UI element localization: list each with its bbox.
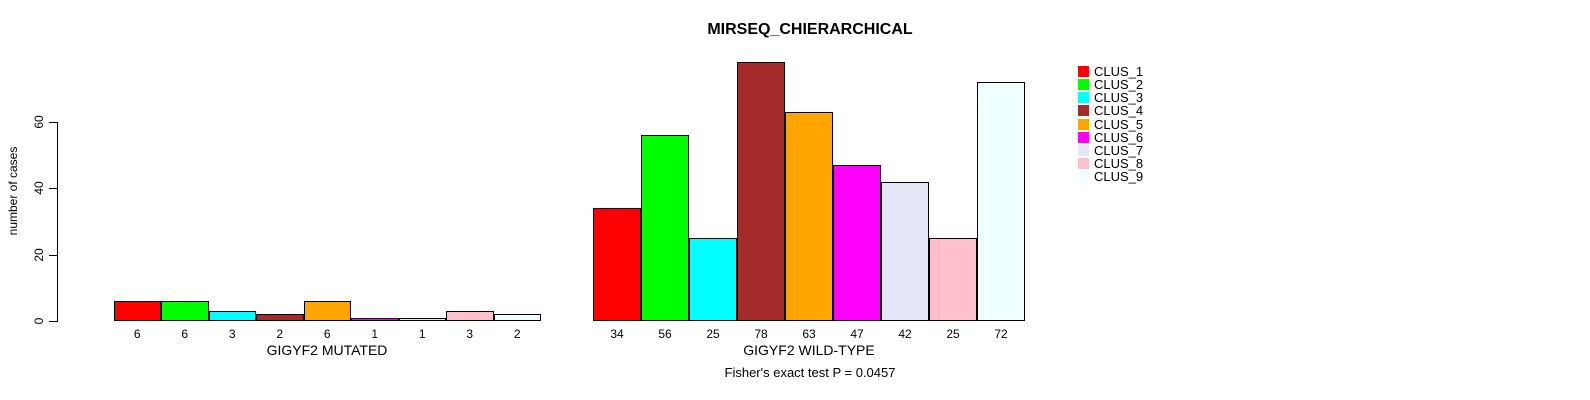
y-tick	[49, 321, 58, 322]
bar-clus_1	[593, 208, 641, 321]
bar-value-label: 42	[898, 327, 912, 341]
legend-item-clus_4: CLUS_4	[1078, 104, 1143, 117]
legend-swatch-icon	[1078, 118, 1089, 130]
bar-value-label: 72	[994, 327, 1008, 341]
legend-swatch-icon	[1078, 171, 1089, 182]
bar-clus_5	[785, 111, 833, 321]
legend-swatch-icon	[1078, 131, 1089, 143]
bar-clus_4	[256, 314, 304, 321]
legend-swatch-icon	[1078, 157, 1089, 169]
chart-title: MIRSEQ_CHIERARCHICAL	[707, 21, 913, 38]
bar-value-label: 2	[276, 327, 284, 341]
bar-clus_5	[303, 301, 351, 321]
bar-clus_2	[161, 301, 209, 321]
y-tick-label: 40	[32, 181, 46, 195]
x-axis-label-gigyf2-wild-type: GIGYF2 WILD-TYPE	[743, 342, 875, 358]
legend-swatch-icon	[1078, 66, 1089, 77]
bar-clus_3	[208, 311, 256, 321]
bar-value-label: 63	[802, 327, 816, 341]
x-axis-label-gigyf2-mutated: GIGYF2 MUTATED	[266, 342, 388, 358]
legend-item-clus_5: CLUS_5	[1078, 118, 1143, 131]
bar-value-label: 34	[610, 327, 624, 341]
legend-label: CLUS_7	[1094, 142, 1144, 158]
y-tick	[49, 188, 58, 190]
legend-item-clus_1: CLUS_1	[1078, 65, 1143, 78]
bar-value-label: 1	[418, 327, 426, 341]
y-axis-line	[57, 122, 58, 322]
legend-item-clus_6: CLUS_6	[1078, 131, 1143, 144]
y-tick-label: 20	[32, 247, 46, 262]
legend-label: CLUS_5	[1094, 116, 1144, 132]
bar-value-label: 6	[133, 327, 141, 341]
bar-clus_4	[737, 62, 785, 321]
legend-item-clus_3: CLUS_3	[1078, 91, 1143, 104]
legend-item-clus_8: CLUS_8	[1078, 157, 1143, 170]
bar-clus_6	[833, 164, 881, 321]
bar-clus_1	[113, 301, 161, 321]
bar-clus_8	[929, 238, 977, 321]
legend-swatch-icon	[1078, 92, 1089, 104]
bar-value-label: 1	[371, 327, 379, 341]
bar-value-label: 78	[754, 327, 768, 341]
bar-value-label: 2	[513, 327, 521, 341]
legend-swatch-icon	[1078, 105, 1089, 117]
legend-label: CLUS_8	[1094, 155, 1144, 171]
legend-label: CLUS_3	[1094, 90, 1144, 106]
legend-swatch-icon	[1078, 79, 1089, 91]
y-tick-label: 0	[32, 317, 46, 325]
bar-value-label: 3	[228, 327, 236, 341]
legend-label: CLUS_1	[1094, 64, 1144, 79]
legend-item-clus_7: CLUS_7	[1078, 144, 1143, 157]
legend-item-clus_2: CLUS_2	[1078, 78, 1143, 91]
legend-label: CLUS_2	[1094, 77, 1144, 93]
bar-clus_3	[689, 238, 737, 321]
bar-value-label: 47	[850, 327, 864, 341]
bar-value-label: 56	[658, 327, 672, 341]
legend-label: CLUS_6	[1094, 129, 1144, 145]
y-axis-title: number of cases	[6, 146, 20, 236]
legend-label: CLUS_4	[1094, 103, 1144, 119]
bar-clus_8	[446, 311, 494, 321]
y-tick	[49, 121, 58, 123]
bar-clus_9	[493, 314, 541, 321]
legend-item-clus_9: CLUS_9	[1078, 170, 1143, 183]
bar-value-label: 25	[706, 327, 720, 341]
bar-clus_7	[881, 181, 929, 321]
bar-clus_2	[641, 135, 689, 321]
legend-label: CLUS_9	[1094, 169, 1144, 184]
bar-clus_6	[351, 317, 399, 321]
legend-swatch-icon	[1078, 144, 1089, 156]
bar-value-label: 3	[466, 327, 474, 341]
y-tick	[49, 254, 58, 256]
pvalue-annotation: Fisher's exact test P = 0.0457	[724, 365, 896, 380]
y-tick-label: 60	[32, 115, 46, 129]
bar-value-label: 6	[323, 327, 331, 341]
bar-clus_9	[977, 81, 1025, 321]
bar-value-label: 25	[946, 327, 960, 341]
bar-value-label: 6	[181, 327, 189, 341]
bar-clus_7	[398, 317, 446, 321]
